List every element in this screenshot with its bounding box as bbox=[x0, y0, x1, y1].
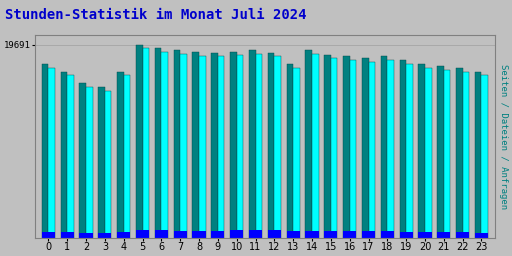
Text: Stunden-Statistik im Monat Juli 2024: Stunden-Statistik im Monat Juli 2024 bbox=[5, 8, 307, 22]
Bar bbox=[287, 64, 293, 238]
Bar bbox=[475, 72, 481, 238]
Bar bbox=[211, 231, 224, 238]
Bar bbox=[98, 233, 112, 238]
Y-axis label: Seiten / Dateien / Anfragen: Seiten / Dateien / Anfragen bbox=[499, 64, 508, 209]
Bar bbox=[230, 230, 243, 238]
Bar bbox=[218, 56, 224, 238]
Bar bbox=[406, 64, 413, 238]
Bar bbox=[312, 54, 318, 238]
Bar bbox=[117, 72, 124, 238]
Bar bbox=[350, 60, 356, 238]
Bar bbox=[67, 76, 74, 238]
Bar bbox=[293, 68, 300, 238]
Bar bbox=[174, 50, 180, 238]
Bar bbox=[399, 232, 413, 238]
Bar bbox=[174, 231, 187, 238]
Bar bbox=[331, 58, 337, 238]
Bar bbox=[268, 230, 281, 238]
Bar bbox=[475, 233, 488, 238]
Bar bbox=[230, 52, 237, 238]
Bar bbox=[399, 60, 406, 238]
Bar bbox=[381, 231, 394, 238]
Bar bbox=[418, 64, 425, 238]
Bar bbox=[362, 58, 369, 238]
Bar bbox=[237, 55, 243, 238]
Bar bbox=[481, 76, 488, 238]
Bar bbox=[49, 68, 55, 238]
Bar bbox=[343, 56, 350, 238]
Bar bbox=[79, 233, 93, 238]
Bar bbox=[463, 72, 469, 238]
Bar bbox=[324, 231, 337, 238]
Bar bbox=[155, 230, 168, 238]
Bar bbox=[343, 231, 356, 238]
Bar bbox=[105, 91, 112, 238]
Bar bbox=[268, 53, 274, 238]
Bar bbox=[306, 230, 318, 238]
Bar bbox=[42, 64, 49, 238]
Bar bbox=[388, 60, 394, 238]
Bar bbox=[456, 232, 469, 238]
Bar bbox=[79, 83, 86, 238]
Bar bbox=[381, 56, 388, 238]
Bar bbox=[255, 54, 262, 238]
Bar bbox=[117, 232, 130, 238]
Bar bbox=[155, 48, 161, 238]
Bar bbox=[136, 230, 149, 238]
Bar bbox=[60, 232, 74, 238]
Bar bbox=[249, 50, 255, 238]
Bar bbox=[287, 231, 300, 238]
Bar bbox=[249, 230, 262, 238]
Bar bbox=[456, 68, 463, 238]
Bar bbox=[211, 53, 218, 238]
Bar bbox=[369, 62, 375, 238]
Bar bbox=[42, 232, 55, 238]
Bar bbox=[60, 72, 67, 238]
Bar bbox=[193, 52, 199, 238]
Bar bbox=[274, 56, 281, 238]
Bar bbox=[199, 56, 206, 238]
Bar bbox=[324, 55, 331, 238]
Bar bbox=[136, 45, 142, 238]
Bar bbox=[86, 87, 93, 238]
Bar bbox=[124, 76, 130, 238]
Bar bbox=[193, 230, 206, 238]
Bar bbox=[180, 54, 187, 238]
Bar bbox=[161, 52, 168, 238]
Bar bbox=[425, 68, 432, 238]
Bar bbox=[362, 231, 375, 238]
Bar bbox=[444, 70, 451, 238]
Bar bbox=[437, 66, 444, 238]
Bar bbox=[437, 232, 451, 238]
Bar bbox=[418, 232, 432, 238]
Bar bbox=[98, 87, 105, 238]
Bar bbox=[306, 50, 312, 238]
Bar bbox=[142, 48, 149, 238]
